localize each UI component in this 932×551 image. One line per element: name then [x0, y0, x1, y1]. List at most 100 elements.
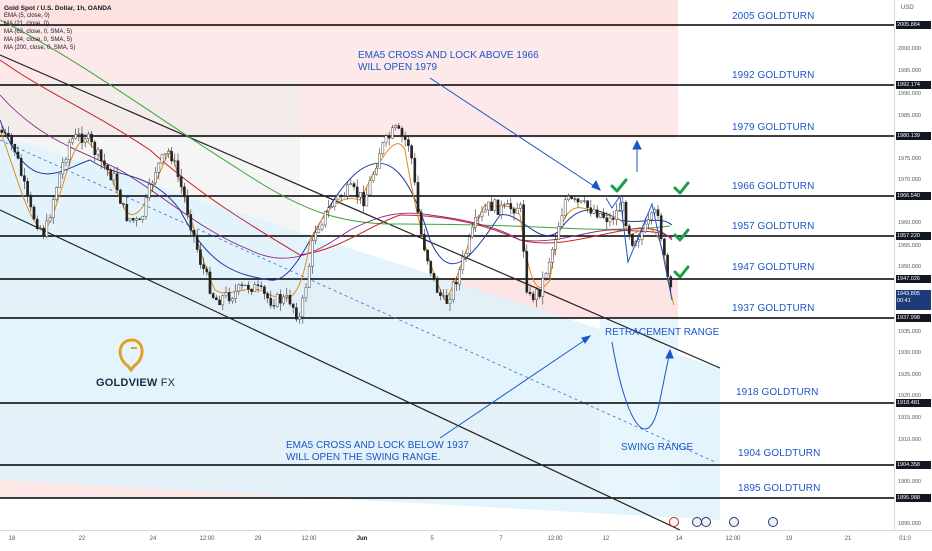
candle-body	[515, 208, 519, 214]
candle-body	[669, 276, 673, 288]
candle-body	[333, 199, 337, 207]
candle-body	[359, 192, 362, 198]
arrowhead-up-1979	[632, 139, 642, 150]
candle-body	[240, 284, 244, 286]
candle-body	[275, 294, 279, 307]
candle-body	[154, 172, 157, 184]
top-note-line2: WILL OPEN 1979	[358, 62, 438, 73]
candle-body	[659, 215, 663, 240]
candle-body	[125, 204, 129, 222]
candle-body	[314, 232, 317, 241]
candle-body	[112, 173, 116, 181]
candle-body	[403, 135, 407, 140]
candle-body	[80, 133, 84, 143]
candle-body	[298, 316, 301, 320]
channel-upper-line	[0, 54, 721, 369]
level-label-1895: 1895 GOLDTURN	[738, 483, 821, 494]
candle-body	[0, 129, 4, 133]
candle-body	[493, 199, 497, 211]
check-icon	[673, 228, 690, 242]
indicator-ma200[interactable]: MA (200, close, 0, SMA, 5)	[4, 45, 76, 51]
candle-body	[506, 203, 509, 205]
candle-body	[195, 234, 199, 250]
candle-body	[218, 299, 221, 306]
candle-body	[179, 176, 183, 187]
candle-body	[163, 153, 167, 156]
indicator-ema5[interactable]: EMA (5, close, 0)	[4, 13, 50, 19]
level-label-1992: 1992 GOLDTURN	[732, 70, 815, 81]
indicator-ma63[interactable]: MA (63, close, 0, SMA, 5)	[4, 29, 73, 35]
candle-body	[589, 207, 593, 214]
bottom-note-line2: WILL OPEN THE SWING RANGE.	[286, 452, 441, 463]
price-chart[interactable]	[0, 0, 894, 530]
candle-body	[365, 194, 369, 207]
level-label-1966: 1966 GOLDTURN	[732, 181, 815, 192]
candle-body	[327, 207, 330, 212]
candle-body	[51, 199, 55, 219]
indicator-ma84[interactable]: MA (84, close, 0, SMA, 5)	[4, 37, 73, 43]
candle-body	[330, 206, 333, 208]
us-flag-icon	[768, 517, 778, 527]
candle-body	[282, 296, 285, 304]
bottom-note-line1: EMA5 CROSS AND LOCK BELOW 1937	[286, 440, 469, 451]
candle-body	[618, 210, 621, 212]
candle-body	[67, 142, 71, 160]
candle-body	[227, 292, 231, 302]
candle-body	[362, 192, 365, 207]
level-price-1979: 1980.139	[896, 132, 931, 140]
candle-body	[301, 297, 305, 318]
candle-body	[256, 284, 260, 286]
candle-body	[442, 295, 445, 297]
candle-body	[426, 249, 429, 262]
candle-body	[115, 173, 119, 191]
candle-body	[7, 133, 10, 136]
symbol-title: Gold Spot / U.S. Dollar, 1h, OANDA	[4, 5, 112, 12]
level-label-2005: 2005 GOLDTURN	[732, 11, 815, 22]
currency-label: USD	[901, 5, 914, 11]
candle-body	[579, 200, 583, 203]
candle-body	[567, 196, 570, 200]
candle-body	[74, 134, 77, 139]
time-axis[interactable]: 18 22 24 12:00 29 12:00 Jun 5 7 12:00 12…	[0, 530, 932, 551]
candle-body	[45, 220, 49, 237]
candle-body	[643, 223, 647, 233]
candle-body	[378, 153, 381, 169]
candle-body	[269, 297, 273, 306]
level-price-1966: 1966.540	[896, 192, 931, 200]
candle-body	[551, 249, 554, 263]
candle-body	[279, 294, 282, 304]
swing-curve	[611, 341, 671, 430]
level-price-1895: 1895.988	[896, 494, 931, 502]
candle-body	[295, 307, 298, 320]
candle-body	[397, 125, 401, 129]
us-flag-icon	[701, 517, 711, 527]
candle-body	[64, 159, 68, 163]
candle-body	[103, 160, 106, 166]
candle-body	[461, 256, 465, 270]
price-tick: 2000.000	[898, 46, 921, 52]
candle-body	[608, 217, 612, 223]
arrow-bottom-note	[439, 337, 589, 439]
candle-body	[61, 162, 65, 175]
price-tick: 1930.000	[898, 350, 921, 356]
candle-body	[439, 292, 442, 296]
top-note-line1: EMA5 CROSS AND LOCK ABOVE 1966	[358, 50, 539, 61]
time-tick: 22	[78, 536, 86, 542]
price-tick: 1960.000	[898, 220, 921, 226]
indicator-ma21[interactable]: MA (21, close, 0)	[4, 21, 50, 27]
candle-body	[477, 216, 481, 218]
candle-body	[519, 204, 522, 209]
candle-body	[563, 199, 567, 216]
candle-body	[611, 217, 615, 220]
candle-body	[394, 125, 397, 128]
candle-body	[247, 284, 250, 290]
candle-body	[615, 210, 618, 220]
chart-area[interactable]: Gold Spot / U.S. Dollar, 1h, OANDA EMA (…	[0, 0, 894, 530]
candle-body	[224, 292, 228, 297]
level-price-1957: 1957.220	[896, 232, 931, 240]
candle-body	[509, 203, 513, 210]
price-axis[interactable]: USD 2000.000 1995.000 1990.000 1985.000 …	[894, 0, 932, 530]
candle-body	[58, 173, 61, 188]
candle-body	[483, 209, 487, 213]
candle-body	[640, 231, 644, 240]
